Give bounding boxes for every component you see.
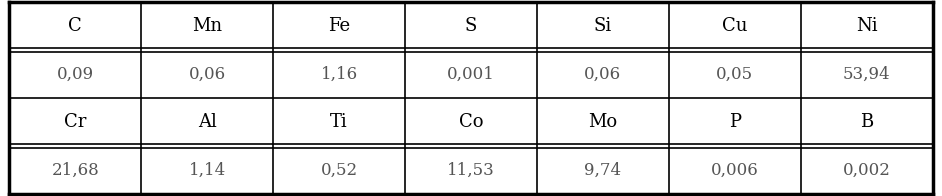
Text: Ti: Ti: [331, 113, 348, 131]
Text: B: B: [860, 113, 873, 131]
Text: 0,06: 0,06: [188, 65, 226, 83]
Text: 0,002: 0,002: [843, 162, 890, 179]
Text: 9,74: 9,74: [584, 162, 622, 179]
Text: 21,68: 21,68: [52, 162, 99, 179]
Text: S: S: [464, 17, 478, 35]
Text: Fe: Fe: [328, 17, 350, 35]
Text: Al: Al: [198, 113, 217, 131]
Text: Si: Si: [593, 17, 612, 35]
Text: Ni: Ni: [856, 17, 877, 35]
Text: 0,09: 0,09: [57, 65, 94, 83]
Text: Cr: Cr: [64, 113, 87, 131]
Text: 53,94: 53,94: [843, 65, 890, 83]
Text: 0,001: 0,001: [447, 65, 495, 83]
Text: Co: Co: [459, 113, 483, 131]
Text: 1,14: 1,14: [188, 162, 226, 179]
Text: 0,006: 0,006: [711, 162, 758, 179]
Text: 11,53: 11,53: [447, 162, 495, 179]
Text: Mo: Mo: [589, 113, 617, 131]
Text: Cu: Cu: [722, 17, 748, 35]
Text: 0,52: 0,52: [320, 162, 358, 179]
Text: 0,06: 0,06: [584, 65, 622, 83]
Text: 0,05: 0,05: [716, 65, 754, 83]
Text: C: C: [69, 17, 82, 35]
Text: 1,16: 1,16: [320, 65, 358, 83]
Text: P: P: [729, 113, 740, 131]
Text: Mn: Mn: [192, 17, 222, 35]
